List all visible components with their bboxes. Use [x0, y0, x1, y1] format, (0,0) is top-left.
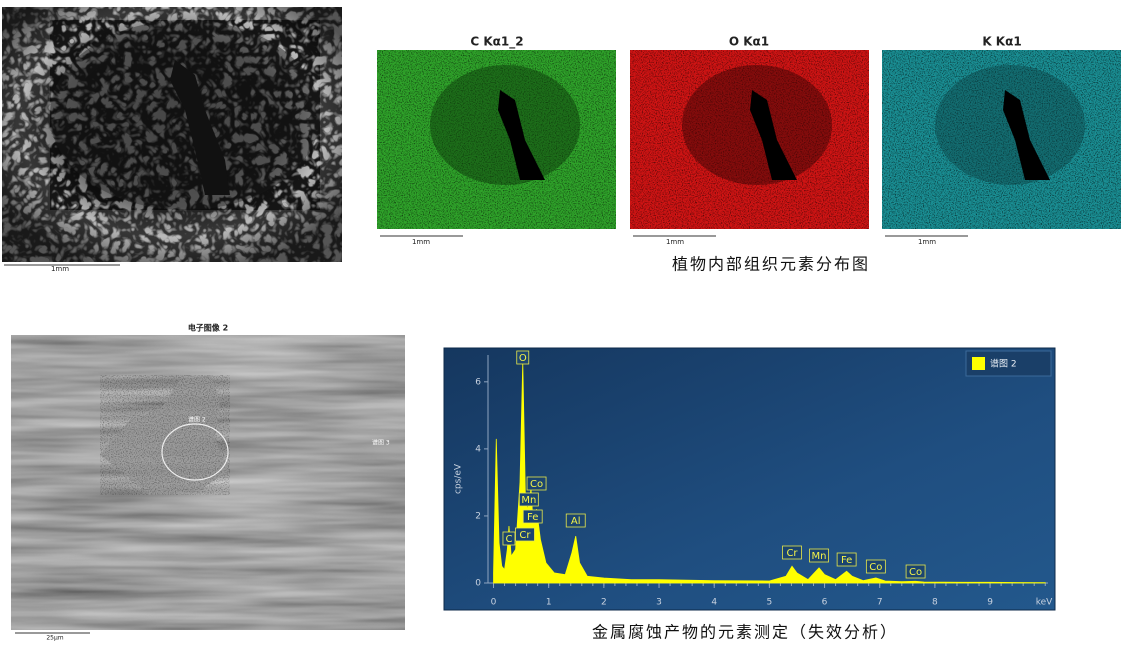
peak-label: O [519, 353, 527, 364]
legend-swatch [972, 357, 985, 370]
scale-label: 1mm [51, 265, 69, 273]
y-tick-label: 4 [475, 444, 481, 454]
peak-label-box [516, 350, 530, 365]
scale-label: 1mm [412, 238, 430, 246]
element-map-c: C Kα1_2 1mm [377, 35, 616, 246]
eds-spectrum: 0 2 4 6 0 1 2 3 4 5 6 7 8 9 keV cps/eV 谱图 2 O Co Mn Fe Cr C Al C… [443, 347, 1056, 611]
x-tick-label: 5 [767, 598, 773, 608]
x-tick-label: 6 [822, 598, 828, 608]
peak-label: Fe [841, 555, 852, 566]
peak-label-box [905, 564, 926, 579]
x-axis-label: keV [1036, 598, 1053, 608]
scale-label: 1mm [666, 238, 684, 246]
caption: 金属腐蚀产物的元素测定（失效分析） [592, 623, 898, 642]
peak-label-box [565, 513, 586, 528]
map-title: K Kα1 [982, 35, 1021, 49]
y-tick-label: 2 [475, 511, 481, 521]
y-tick-label: 6 [475, 377, 481, 387]
image-title: 电子图像 2 [188, 323, 228, 333]
peak-label: Mn [812, 551, 827, 562]
peak-label-box [865, 559, 886, 574]
peak-label: Fe [527, 512, 538, 523]
peak-label-box [522, 509, 543, 524]
peak-label-box [526, 476, 547, 491]
image-label: 谱图 3 [372, 439, 390, 447]
peak-label-box [836, 552, 857, 567]
peak-label: C [505, 534, 512, 545]
peak-label: Cr [519, 530, 531, 541]
peak-label: Cr [786, 548, 798, 559]
x-tick-label: 0 [491, 598, 497, 608]
x-tick-label: 2 [601, 598, 607, 608]
map-title: C Kα1_2 [470, 35, 523, 50]
x-tick-label: 4 [711, 598, 717, 608]
x-tick-label: 8 [932, 598, 938, 608]
peak-label: Co [869, 562, 882, 573]
peak-label-box [502, 531, 516, 546]
peak-label: Co [530, 479, 543, 490]
image-label: 谱图 2 [188, 416, 206, 424]
x-tick-label: 1 [546, 598, 552, 608]
x-tick-label: 7 [877, 598, 883, 608]
peak-label-box [518, 492, 539, 507]
y-axis-label: cps/eV [454, 463, 464, 494]
caption: 植物内部组织元素分布图 [672, 255, 870, 274]
legend-label: 谱图 2 [990, 358, 1017, 370]
map-title: O Kα1 [729, 35, 769, 49]
peak-label: Al [571, 516, 581, 527]
element-map-k: K Kα1 1mm [882, 35, 1121, 246]
y-tick-label: 0 [475, 579, 481, 589]
peak-label-box [809, 548, 829, 563]
scale-label: 1mm [918, 238, 936, 246]
peak-label-box [515, 527, 535, 542]
x-tick-label: 3 [656, 598, 662, 608]
peak-label: Mn [521, 495, 536, 506]
peak-label-box [782, 545, 802, 560]
scale-label: 25μm [46, 635, 63, 642]
x-tick-label: 9 [987, 598, 993, 608]
sem-image-metal: 电子图像 2 谱图 2 谱图 3 25μm [11, 323, 405, 642]
sem-image-plant: 1mm [2, 7, 342, 273]
element-map-o: O Kα1 1mm [630, 35, 869, 246]
peak-label: Co [909, 567, 922, 578]
